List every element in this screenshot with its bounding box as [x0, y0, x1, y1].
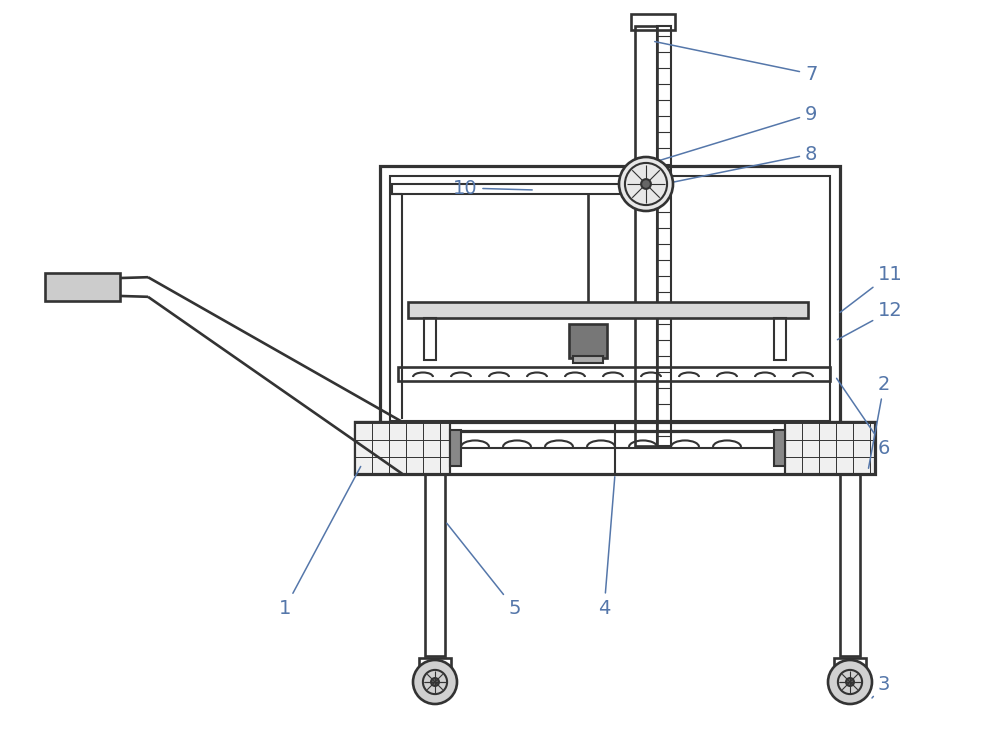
Bar — [774, 430, 785, 466]
Bar — [631, 14, 675, 30]
Text: 5: 5 — [447, 523, 520, 618]
Text: 12: 12 — [837, 302, 903, 340]
Bar — [390, 176, 830, 421]
Text: 1: 1 — [279, 467, 361, 618]
Bar — [424, 318, 436, 360]
Text: 2: 2 — [869, 375, 890, 468]
Text: 4: 4 — [598, 477, 615, 618]
Circle shape — [828, 660, 872, 704]
Bar — [425, 474, 445, 656]
Text: 9: 9 — [651, 105, 817, 163]
Bar — [569, 324, 607, 358]
Bar — [834, 658, 866, 678]
Circle shape — [619, 157, 673, 211]
Circle shape — [431, 678, 439, 686]
Circle shape — [413, 660, 457, 704]
Circle shape — [641, 179, 651, 189]
Bar — [419, 658, 451, 678]
Text: 11: 11 — [840, 264, 903, 312]
Bar — [635, 26, 657, 446]
Bar — [355, 422, 875, 474]
Bar — [785, 422, 875, 474]
Bar — [355, 422, 450, 474]
Bar — [628, 179, 638, 199]
Bar — [774, 318, 786, 360]
Bar — [785, 422, 875, 474]
Bar — [657, 26, 671, 446]
Bar — [573, 356, 603, 363]
Bar — [392, 184, 635, 194]
Bar — [380, 166, 840, 431]
Text: 10: 10 — [453, 179, 532, 197]
Bar — [398, 367, 830, 381]
Bar — [450, 430, 461, 466]
Text: 7: 7 — [655, 41, 817, 83]
Text: 8: 8 — [667, 144, 817, 183]
Bar — [355, 422, 450, 474]
Bar — [840, 474, 860, 656]
Bar — [408, 302, 808, 318]
Bar — [45, 273, 120, 301]
Text: 3: 3 — [872, 674, 890, 698]
Text: 6: 6 — [837, 378, 890, 458]
Circle shape — [846, 678, 854, 686]
